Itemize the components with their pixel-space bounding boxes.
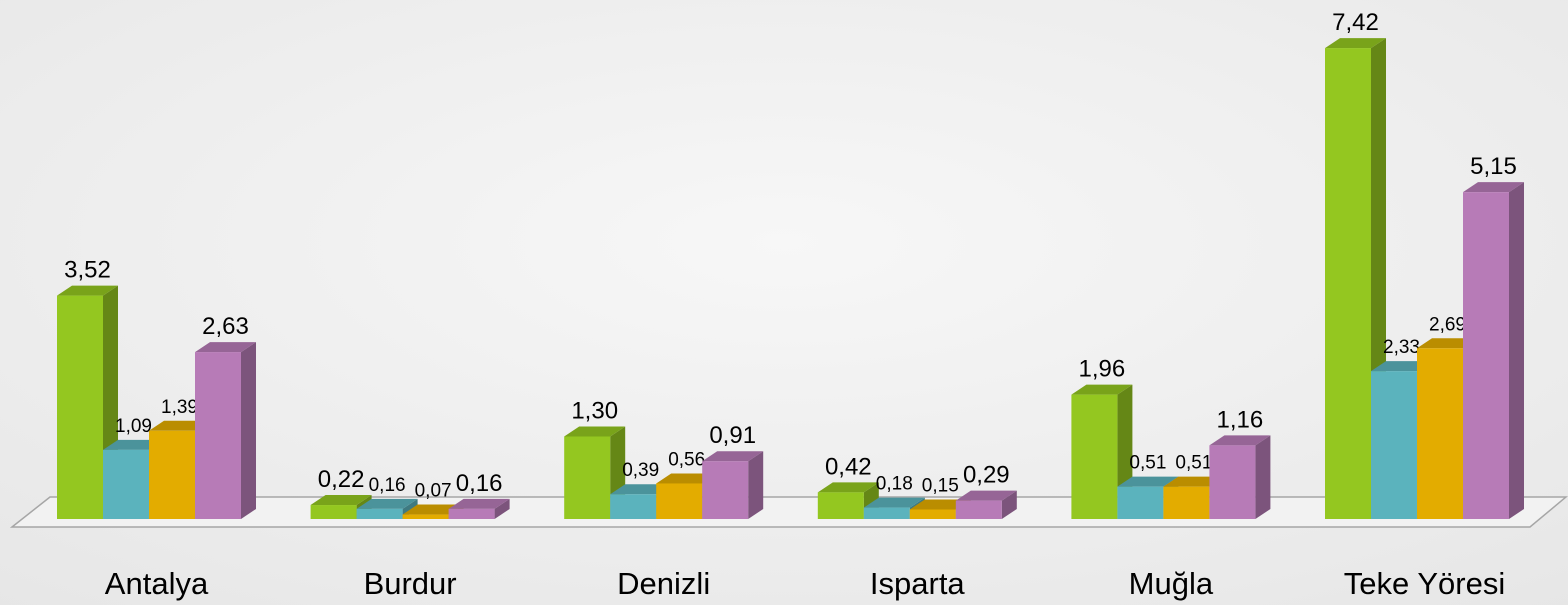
bar-front (909, 509, 956, 519)
bar (1209, 435, 1271, 519)
bar-top (195, 342, 256, 353)
bar-front (103, 449, 149, 519)
bar-front (149, 430, 195, 519)
bar-front (356, 508, 403, 519)
data-label: 0,29 (963, 462, 1010, 489)
bar-side (1001, 490, 1017, 519)
bar-top (610, 484, 672, 495)
bar (195, 342, 256, 519)
bar-front (1371, 371, 1417, 519)
data-label: 2,33 (1383, 337, 1420, 358)
bar-side (748, 451, 764, 519)
bar-front (817, 492, 864, 519)
bar-front (1163, 486, 1210, 519)
data-label: 1,16 (1217, 406, 1264, 433)
bar-front (955, 500, 1002, 519)
data-label: 3,52 (64, 257, 111, 284)
bar-front (1463, 192, 1509, 519)
data-label: 0,51 (1175, 453, 1212, 474)
bar-top (656, 473, 718, 484)
bar (702, 451, 764, 519)
bar-front (1209, 445, 1256, 519)
bar-top (1417, 338, 1478, 349)
bar-side (1255, 435, 1271, 519)
bar-top (909, 499, 971, 510)
bar-top (1209, 435, 1271, 446)
data-label: 0,42 (825, 453, 872, 480)
data-label: 0,07 (415, 481, 452, 502)
bar-front (1417, 348, 1463, 519)
data-label: 2,69 (1429, 314, 1466, 335)
data-label: 1,09 (115, 416, 152, 437)
bar-top (817, 482, 879, 493)
data-label: 0,15 (922, 475, 959, 496)
bar-top (57, 285, 118, 296)
bar-front (195, 352, 241, 519)
data-label: 1,30 (571, 397, 618, 424)
bar-side (241, 342, 256, 519)
bar (57, 285, 118, 519)
data-label: 0,22 (318, 466, 365, 493)
bar (1463, 182, 1524, 519)
bar-top (402, 504, 464, 515)
bar-front (57, 295, 103, 519)
bar-top (448, 498, 510, 509)
bar-top (1463, 182, 1524, 193)
bar (149, 420, 210, 519)
data-label: 1,39 (161, 397, 198, 418)
bar-top (356, 498, 418, 509)
bar-top (1325, 38, 1386, 49)
x-tick-label: Isparta (870, 566, 966, 601)
bar-top (955, 490, 1017, 501)
bar-front (564, 436, 611, 519)
bar-top (1163, 476, 1225, 487)
x-tick-label: Muğla (1129, 566, 1214, 601)
x-tick-label: Teke Yöresi (1344, 566, 1505, 601)
bar-front (448, 508, 495, 519)
x-tick-label: Denizli (617, 566, 710, 601)
data-label: 0,16 (369, 475, 406, 496)
bar-front (310, 505, 357, 519)
data-label: 7,42 (1332, 9, 1379, 36)
data-label: 0,56 (668, 449, 705, 470)
bar-top (149, 420, 210, 431)
bar-top (1071, 384, 1133, 395)
data-label: 5,15 (1470, 153, 1517, 180)
data-label: 0,18 (876, 474, 913, 495)
data-label: 0,16 (456, 470, 503, 497)
bar-top (863, 497, 925, 508)
bar-front (656, 483, 703, 519)
bar-top (564, 426, 626, 437)
x-tick-label: Burdur (364, 566, 457, 601)
bar-top (702, 451, 764, 462)
bar-side (494, 498, 510, 519)
bar-front (610, 494, 657, 519)
bar-side (1509, 182, 1524, 519)
data-label: 2,63 (202, 313, 249, 340)
bar-front (702, 461, 749, 519)
bar-front (863, 507, 910, 519)
data-label: 0,91 (709, 422, 756, 449)
bar-front (402, 514, 449, 519)
bar-top (1371, 361, 1432, 372)
bar-front (1117, 486, 1164, 519)
x-tick-label: Antalya (105, 566, 209, 601)
bar-front (1325, 48, 1371, 519)
data-label: 1,96 (1079, 356, 1126, 383)
bar (955, 490, 1017, 519)
bar-top (103, 439, 164, 450)
bar (448, 498, 510, 519)
data-label: 0,51 (1129, 453, 1166, 474)
bar-top (310, 495, 372, 506)
bar-front (1071, 394, 1118, 519)
data-label: 0,39 (622, 460, 659, 481)
bar-top (1117, 476, 1179, 487)
